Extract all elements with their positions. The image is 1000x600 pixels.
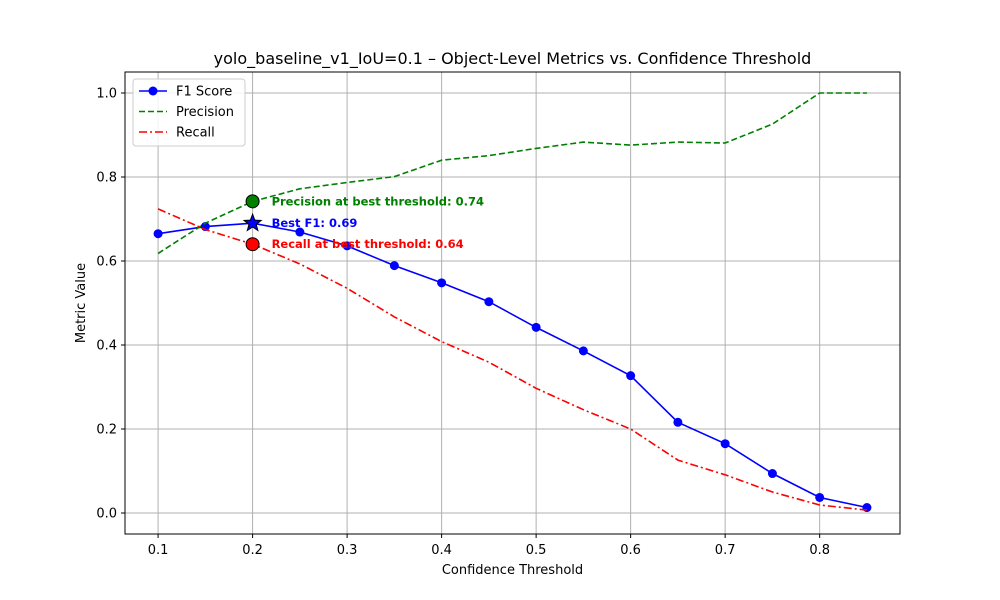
f1-score-point — [389, 261, 399, 271]
legend-box — [132, 78, 246, 147]
y-axis-label: Metric Value — [74, 263, 89, 343]
y-tick-label: 0.2 — [96, 423, 117, 438]
f1-score-point — [673, 417, 683, 427]
f1-score-line — [157, 222, 868, 509]
f1-score-point — [295, 227, 305, 237]
x-tick-label: 0.8 — [809, 543, 830, 558]
annotation-label: Precision at best threshold: 0.74 — [272, 194, 484, 208]
best-threshold-marker — [245, 194, 260, 209]
f1-score-point — [484, 297, 494, 307]
f1-score-point — [720, 439, 730, 449]
annotation-label: Best F1: 0.69 — [272, 216, 358, 230]
y-tick-label: 0.0 — [96, 507, 117, 522]
annotation-layer: Precision at best threshold: 0.74 Best F1… — [242, 194, 484, 252]
x-tick-label: 0.2 — [242, 543, 263, 558]
legend-recall-label: Recall — [176, 126, 215, 141]
f1-score-point — [815, 492, 825, 502]
legend-precision-label: Precision — [176, 105, 234, 120]
x-tick-label: 0.1 — [148, 543, 169, 558]
y-tick-label: 1.0 — [96, 87, 117, 102]
x-axis-label: Confidence Threshold — [442, 563, 583, 578]
f1-score-point — [342, 241, 352, 251]
legend-f1-score-marker — [148, 86, 158, 96]
x-tick-label: 0.4 — [431, 543, 452, 558]
f1-score-point — [153, 229, 163, 239]
best-threshold-marker — [245, 237, 260, 252]
legend-f1-score-label: F1 Score — [176, 85, 232, 100]
precision-line — [157, 92, 867, 255]
plot-frame — [124, 71, 901, 535]
f1-score-point — [767, 469, 777, 479]
annotation-label: Recall at best threshold: 0.64 — [272, 237, 464, 251]
y-tick-label: 0.6 — [96, 255, 117, 270]
f1-score-point — [437, 278, 447, 288]
x-tick-label: 0.7 — [715, 543, 736, 558]
x-tick-label: 0.5 — [526, 543, 547, 558]
x-tick-label: 0.3 — [337, 543, 358, 558]
f1-score-point — [531, 322, 541, 332]
y-tick-label: 0.4 — [96, 339, 117, 354]
f1-score-point — [626, 371, 636, 381]
plot-area — [125, 72, 900, 534]
y-tick-label: 0.8 — [96, 171, 117, 186]
tick-layer: 0.1 0.2 0.3 0.4 0.5 0.6 0.7 0.8 0.0 0.2 0.4 0.6 0.8 1… — [96, 87, 830, 559]
f1-score-point — [578, 346, 588, 356]
x-tick-label: 0.6 — [620, 543, 641, 558]
legend: F1 Score Precision Recall — [132, 78, 246, 147]
best-f1-star-marker — [242, 212, 263, 232]
chart-title: yolo_baseline_v1_IoU=0.1 – Object-Level … — [214, 49, 812, 69]
f1-score-point — [862, 503, 872, 513]
